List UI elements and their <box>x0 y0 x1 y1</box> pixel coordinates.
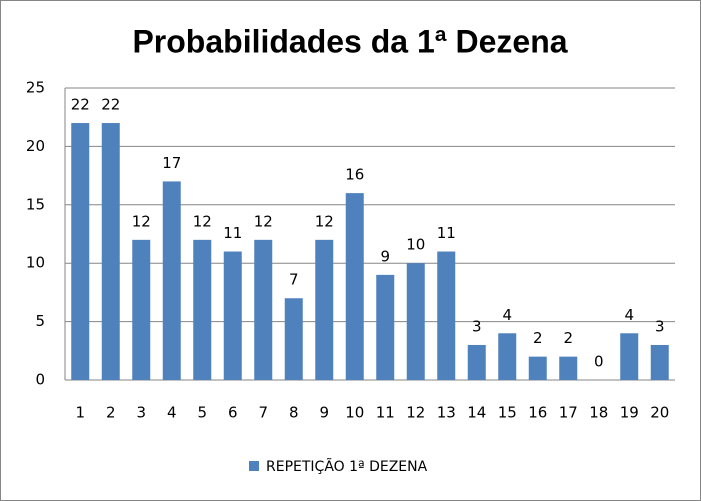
bar <box>406 263 425 380</box>
legend-swatch <box>249 461 259 471</box>
bar <box>71 123 90 380</box>
x-tick-label: 15 <box>498 404 517 422</box>
data-label: 22 <box>101 96 120 114</box>
bar <box>528 356 547 380</box>
data-label: 10 <box>406 236 425 254</box>
x-tick-label: 9 <box>319 404 329 422</box>
bar <box>132 239 151 380</box>
data-label: 11 <box>223 224 242 242</box>
data-label: 2 <box>533 329 543 347</box>
data-label: 3 <box>472 317 482 335</box>
y-tick-label: 10 <box>26 254 45 272</box>
bar <box>315 239 334 380</box>
x-tick-label: 17 <box>559 404 578 422</box>
x-tick-label: 1 <box>75 404 85 422</box>
bar <box>223 251 242 380</box>
data-label: 4 <box>502 306 512 324</box>
data-label: 2 <box>563 329 573 347</box>
x-tick-label: 14 <box>467 404 486 422</box>
data-label: 12 <box>254 212 273 230</box>
x-tick-label: 12 <box>406 404 425 422</box>
data-label: 12 <box>132 212 151 230</box>
data-label: 3 <box>655 317 665 335</box>
bar <box>467 344 486 380</box>
chart-title: Probabilidades da 1ª Dezena <box>132 23 567 59</box>
y-tick-label: 25 <box>26 79 45 97</box>
y-tick-label: 20 <box>26 137 45 155</box>
data-label: 9 <box>380 247 390 265</box>
x-tick-label: 19 <box>620 404 639 422</box>
x-tick-label: 13 <box>437 404 456 422</box>
y-tick-label: 0 <box>35 371 45 389</box>
data-label: 4 <box>624 306 634 324</box>
x-tick-label: 4 <box>167 404 177 422</box>
bar <box>254 239 273 380</box>
bar <box>650 344 669 380</box>
data-label: 22 <box>71 96 90 114</box>
bar <box>559 356 578 380</box>
legend-label: REPETIÇÃO 1ª DEZENA <box>266 458 428 475</box>
x-tick-label: 8 <box>289 404 299 422</box>
bar <box>376 274 395 380</box>
x-tick-label: 16 <box>528 404 547 422</box>
bar <box>620 333 639 380</box>
y-tick-label: 5 <box>35 312 45 330</box>
bar <box>284 298 303 380</box>
data-label: 16 <box>345 166 364 184</box>
bar <box>498 333 517 380</box>
bar <box>193 239 212 380</box>
x-tick-label: 3 <box>136 404 146 422</box>
x-tick-label: 5 <box>197 404 207 422</box>
x-tick-label: 11 <box>376 404 395 422</box>
data-label: 7 <box>289 271 299 289</box>
y-tick-label: 15 <box>26 195 45 213</box>
x-tick-label: 20 <box>650 404 669 422</box>
x-tick-label: 10 <box>345 404 364 422</box>
x-tick-label: 6 <box>228 404 238 422</box>
bar <box>437 251 456 380</box>
bar <box>162 181 181 380</box>
data-label: 11 <box>437 224 456 242</box>
x-tick-label: 18 <box>589 404 608 422</box>
data-label: 12 <box>193 212 212 230</box>
x-tick-label: 7 <box>258 404 268 422</box>
data-label: 12 <box>315 212 334 230</box>
data-label: 17 <box>162 154 181 172</box>
x-tick-label: 2 <box>106 404 116 422</box>
bar <box>101 123 120 380</box>
bar <box>345 193 364 380</box>
data-label: 0 <box>594 353 604 371</box>
